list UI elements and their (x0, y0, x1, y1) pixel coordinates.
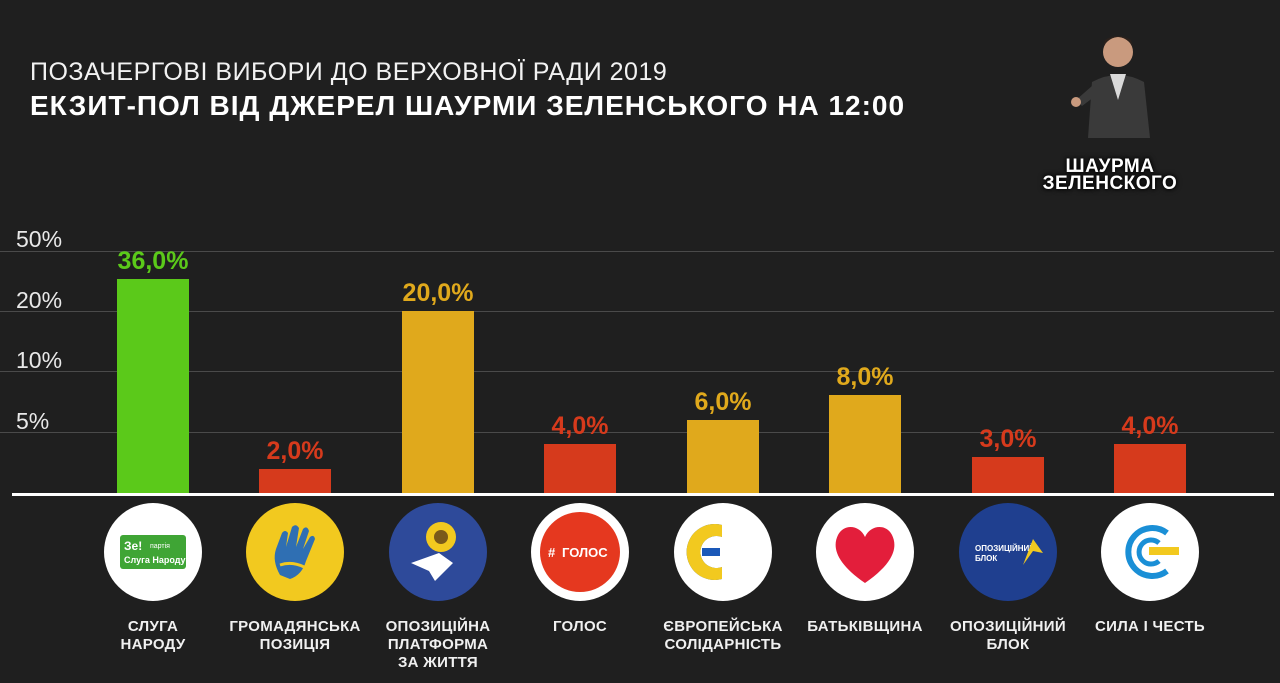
party-label-line: НАРОДУ (120, 636, 186, 653)
bar (259, 469, 331, 494)
y-tick-label: 20% (16, 287, 63, 313)
bar-value-label: 8,0% (836, 363, 894, 391)
logo-text: ОПОЗИЦІЙНИЙ (975, 544, 1035, 553)
logo-text: БЛОК (975, 554, 997, 563)
bar (402, 311, 474, 494)
bar (117, 279, 189, 494)
bar (544, 444, 616, 494)
heart-logo (816, 503, 914, 601)
party-label-line: ПЛАТФОРМА (387, 636, 489, 653)
party-label: ГОЛОС (509, 618, 651, 636)
bar-value-label: 3,0% (979, 425, 1037, 453)
bar (972, 457, 1044, 494)
bar-value-label: 4,0% (551, 412, 609, 440)
syla-i-chest-logo (1101, 503, 1199, 601)
y-tick-label: 50% (16, 226, 63, 252)
party-label: ЄВРОПЕЙСЬКА СОЛІДАРНІСТЬ (652, 618, 794, 654)
party-label-line: СИЛА І ЧЕСТЬ (1094, 618, 1206, 635)
y-tick-label: 10% (16, 347, 63, 373)
party-label-line: ОПОЗИЦІЙНИЙ (950, 618, 1066, 635)
party-label-line: ЗА ЖИТТЯ (397, 654, 479, 671)
bar (829, 395, 901, 494)
party-label-line: БАТЬКІВЩИНА (807, 618, 923, 635)
logo-text: Зе! (124, 539, 142, 553)
logo-text: ГОЛОС (562, 545, 608, 560)
hand-logo (246, 503, 344, 601)
bar (1114, 444, 1186, 494)
brand-line2: ЗЕЛЕНСКОГО (1042, 173, 1178, 194)
es-logo (674, 503, 772, 601)
party-label: СЛУГА НАРОДУ (82, 618, 224, 654)
sunflower-dove-logo (389, 503, 487, 601)
party-label-line: СОЛІДАРНІСТЬ (664, 636, 782, 653)
x-axis-baseline (12, 493, 1274, 496)
brand-badge: ШАУРМА ЗЕЛЕНСКОГО (1025, 30, 1195, 193)
brand-name: ШАУРМА ЗЕЛЕНСКОГО (1025, 156, 1195, 194)
gridline (0, 311, 1274, 312)
gridline (0, 371, 1274, 372)
chart-title: ПОЗАЧЕРГОВІ ВИБОРИ ДО ВЕРХОВНОЇ РАДИ 201… (30, 58, 668, 86)
party-label-line: БЛОК (986, 636, 1030, 653)
bar-value-label: 2,0% (266, 437, 324, 465)
party-label-line: СЛУГА (127, 618, 179, 635)
party-label-line: ГРОМАДЯНСЬКА (229, 618, 361, 635)
party-label-line: ГОЛОС (552, 618, 608, 635)
bar-value-label: 20,0% (402, 279, 474, 307)
holos-logo: ГОЛОС # (531, 503, 629, 601)
party-label: ОПОЗИЦІЙНИЙ БЛОК (937, 618, 1079, 654)
chart-subtitle: ЕКЗИТ-ПОЛ ВІД ДЖЕРЕЛ ШАУРМИ ЗЕЛЕНСЬКОГО … (30, 90, 906, 121)
logo-text: партія (150, 542, 170, 550)
party-label-line: ОПОЗИЦІЙНА (385, 618, 491, 635)
party-label: ГРОМАДЯНСЬКА ПОЗИЦІЯ (224, 618, 366, 654)
y-tick-label: 5% (16, 408, 50, 434)
sluha-narodu-logo: Зе! партія Слуга Народу (104, 503, 202, 601)
party-label-line: ЄВРОПЕЙСЬКА (663, 618, 783, 635)
bar-value-label: 36,0% (117, 247, 189, 275)
gridline (0, 432, 1274, 433)
logo-text: Слуга Народу (124, 555, 186, 565)
opposition-bloc-logo: ОПОЗИЦІЙНИЙ БЛОК (959, 503, 1057, 601)
bar-value-label: 4,0% (1121, 412, 1179, 440)
party-label: БАТЬКІВЩИНА (794, 618, 936, 636)
svg-text:#: # (548, 545, 556, 560)
brand-line1: ШАУРМА (1065, 156, 1155, 177)
gridline (0, 251, 1274, 252)
party-label: СИЛА І ЧЕСТЬ (1079, 618, 1221, 636)
bar-value-label: 6,0% (694, 388, 752, 416)
bar (687, 420, 759, 494)
party-label: ОПОЗИЦІЙНА ПЛАТФОРМА ЗА ЖИТТЯ (367, 618, 509, 672)
presenter-figure-icon (1071, 36, 1150, 138)
party-label-line: ПОЗИЦІЯ (259, 636, 331, 653)
